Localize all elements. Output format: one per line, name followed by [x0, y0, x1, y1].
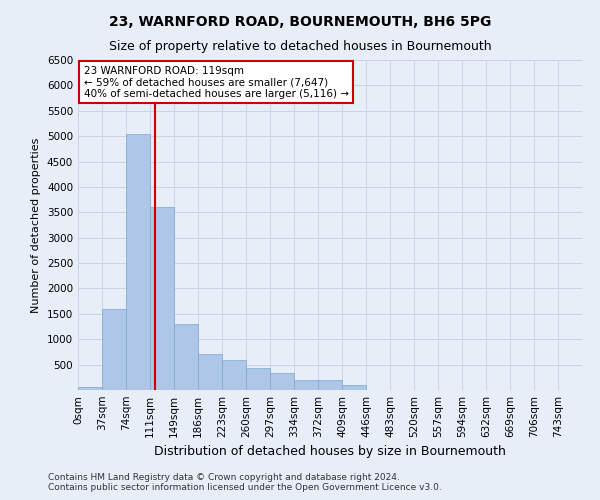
Text: 23 WARNFORD ROAD: 119sqm
← 59% of detached houses are smaller (7,647)
40% of sem: 23 WARNFORD ROAD: 119sqm ← 59% of detach…	[83, 66, 349, 99]
Bar	[342, 386, 366, 390]
Y-axis label: Number of detached properties: Number of detached properties	[31, 138, 41, 312]
Bar	[102, 309, 126, 390]
Bar	[270, 373, 294, 390]
X-axis label: Distribution of detached houses by size in Bournemouth: Distribution of detached houses by size …	[154, 446, 506, 458]
Bar	[126, 134, 150, 390]
Bar	[150, 207, 174, 390]
Bar	[78, 387, 102, 390]
Text: 23, WARNFORD ROAD, BOURNEMOUTH, BH6 5PG: 23, WARNFORD ROAD, BOURNEMOUTH, BH6 5PG	[109, 15, 491, 29]
Text: Size of property relative to detached houses in Bournemouth: Size of property relative to detached ho…	[109, 40, 491, 53]
Bar	[198, 354, 222, 390]
Bar	[222, 360, 246, 390]
Bar	[294, 380, 318, 390]
Bar	[246, 368, 270, 390]
Bar	[174, 324, 198, 390]
Bar	[318, 380, 342, 390]
Text: Contains HM Land Registry data © Crown copyright and database right 2024.
Contai: Contains HM Land Registry data © Crown c…	[48, 473, 442, 492]
